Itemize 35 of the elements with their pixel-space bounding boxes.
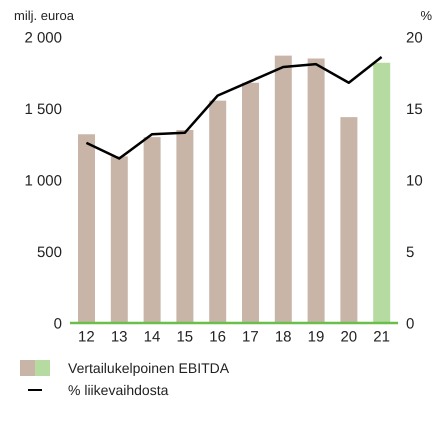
bar [242,82,259,323]
bar [78,134,95,323]
bar [274,56,292,323]
y2-tick-label: 15 [406,100,423,118]
x-tick-label: 20 [340,328,358,346]
bar [340,117,358,323]
x-tick-label: 16 [209,328,226,346]
x-tick-label: 17 [242,328,259,346]
legend-label: % liikevaihdosta [68,382,168,398]
bar [209,100,226,323]
bar [373,62,390,323]
bar [110,156,128,323]
y-tick-label: 1 500 [24,100,62,118]
bar [144,137,161,323]
y-tick-label: 1 000 [24,172,62,190]
x-tick-label: 19 [308,328,324,346]
x-tick-label: 21 [373,328,390,346]
x-tick-label: 12 [78,328,95,346]
bar [176,130,194,323]
x-tick-label: 18 [274,328,292,346]
y2-tick-label: 0 [406,315,414,332]
y-tick-label: 2 000 [24,29,62,46]
x-tick-label: 13 [110,328,128,346]
y2-axis-title: % [420,8,432,23]
y2-tick-label: 5 [406,244,414,261]
legend-label: Vertailukelpoinen EBITDA [68,360,230,376]
line-series [85,56,383,160]
y-tick-label: 0 [54,315,62,332]
y2-tick-label: 20 [406,29,423,46]
y2-tick-label: 10 [406,172,423,190]
x-tick-label: 15 [176,328,194,346]
y-tick-label: 500 [36,244,62,261]
bar [308,58,325,323]
x-tick-label: 14 [144,328,160,346]
y-axis-title: milj. euroa [14,8,74,23]
